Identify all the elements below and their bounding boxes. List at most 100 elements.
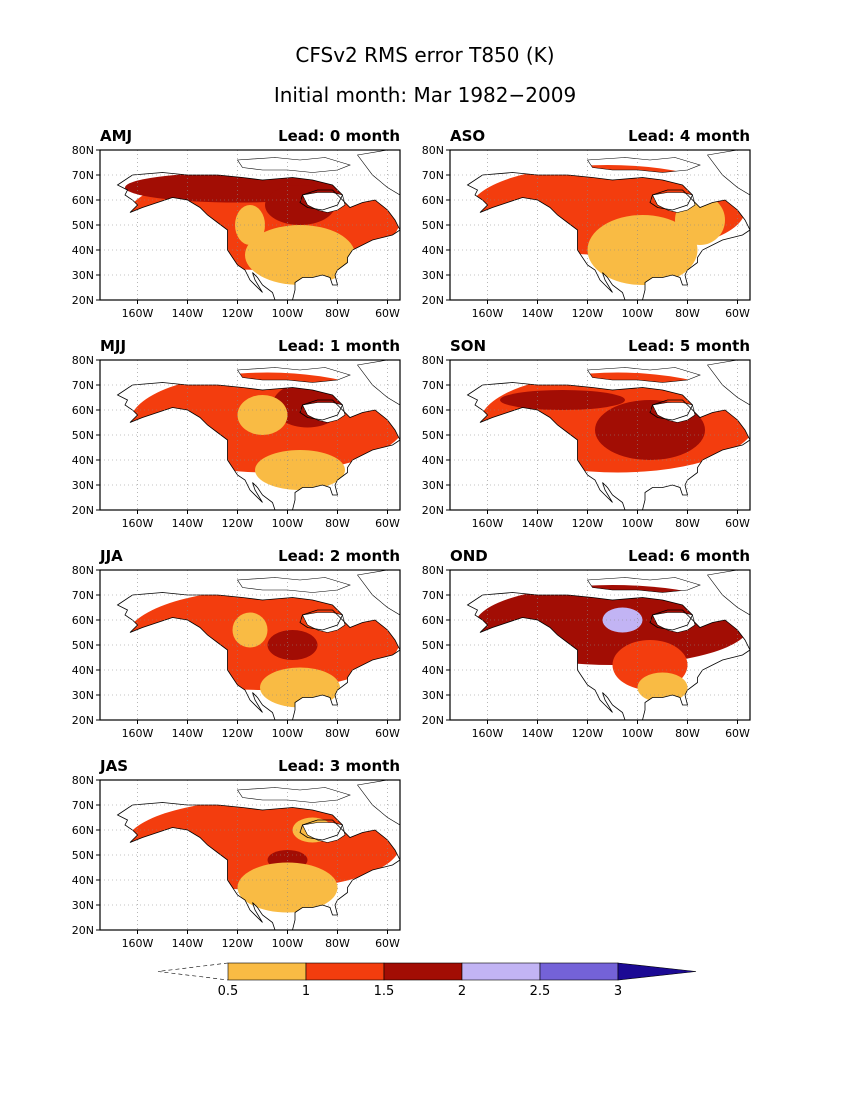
gridlines [100, 780, 400, 930]
coastline [116, 382, 400, 510]
panel-season-label: AMJ [100, 127, 132, 145]
y-tick-label: 50N [72, 219, 94, 232]
x-tick-label: 80W [675, 517, 700, 530]
hudson-bay [302, 612, 346, 633]
x-tick-label: 100W [622, 517, 654, 530]
colorbar-low-triangle [157, 962, 229, 981]
colorbar-segment [539, 962, 619, 981]
y-tick-label: 40N [422, 454, 444, 467]
y-tick-label: 50N [422, 639, 444, 652]
colorbar-level-label: 1.5 [374, 984, 395, 999]
x-tick-label: 160W [122, 307, 154, 320]
map-panel-jas: JAS Lead: 3 month 160W 140W 120W 100W 80W 60W 20… [72, 757, 401, 950]
x-tick-label: 100W [272, 517, 304, 530]
panel-season-label: JJA [99, 547, 123, 565]
y-tick-label: 70N [422, 169, 444, 182]
y-tick-label: 40N [72, 244, 94, 257]
map-panel-aso: ASO Lead: 4 month 160W 140W 120W 100W 80W 60W 20… [422, 127, 751, 320]
colorbar-segment [461, 962, 541, 981]
hudson-bay [652, 192, 696, 213]
colorbar-segment [227, 962, 307, 981]
gridlines [450, 150, 750, 300]
y-tick-label: 30N [422, 269, 444, 282]
colorbar-segment [305, 962, 385, 981]
x-tick-label: 80W [675, 307, 700, 320]
panel-season-label: SON [450, 337, 486, 355]
x-tick-label: 100W [272, 307, 304, 320]
x-tick-label: 140W [522, 307, 554, 320]
gridlines [100, 360, 400, 510]
colorbar-level-label: 0.5 [218, 984, 239, 999]
x-tick-label: 60W [725, 307, 750, 320]
x-tick-label: 160W [472, 727, 504, 740]
x-tick-label: 140W [522, 517, 554, 530]
gridlines [450, 360, 750, 510]
y-tick-label: 60N [72, 404, 94, 417]
x-tick-label: 120W [572, 307, 604, 320]
x-tick-label: 100W [622, 307, 654, 320]
hudson-bay [302, 822, 346, 843]
y-tick-label: 20N [422, 714, 444, 727]
x-tick-label: 80W [325, 307, 350, 320]
chart-subtitle: Initial month: Mar 1982−2009 [274, 83, 576, 107]
y-tick-label: 40N [72, 664, 94, 677]
y-tick-label: 70N [422, 379, 444, 392]
y-tick-label: 30N [72, 479, 94, 492]
x-tick-label: 100W [272, 937, 304, 950]
y-tick-label: 80N [72, 564, 94, 577]
x-tick-label: 140W [172, 937, 204, 950]
x-tick-label: 80W [325, 727, 350, 740]
y-tick-label: 30N [422, 479, 444, 492]
y-tick-label: 60N [72, 614, 94, 627]
y-tick-label: 80N [422, 144, 444, 157]
x-tick-label: 120W [222, 937, 254, 950]
y-tick-label: 80N [72, 144, 94, 157]
hudson-bay [302, 402, 346, 423]
y-tick-label: 40N [72, 454, 94, 467]
shade-region-2 [500, 390, 625, 410]
y-tick-label: 30N [72, 269, 94, 282]
panel-lead-label: Lead: 6 month [628, 547, 750, 565]
chart-title: CFSv2 RMS error T850 (K) [295, 43, 554, 67]
x-tick-label: 160W [122, 727, 154, 740]
x-tick-label: 140W [172, 727, 204, 740]
coastline [116, 592, 400, 720]
y-tick-label: 60N [72, 824, 94, 837]
x-tick-label: 60W [375, 727, 400, 740]
y-tick-label: 50N [72, 429, 94, 442]
x-tick-label: 160W [122, 937, 154, 950]
y-tick-label: 20N [72, 714, 94, 727]
y-tick-label: 70N [72, 169, 94, 182]
gridlines [100, 150, 400, 300]
x-tick-label: 100W [272, 727, 304, 740]
shade-region-4 [235, 205, 265, 245]
y-tick-label: 50N [72, 849, 94, 862]
panel-lead-label: Lead: 3 month [278, 757, 400, 775]
x-tick-label: 160W [122, 517, 154, 530]
hudson-bay [652, 402, 696, 423]
y-tick-label: 80N [422, 354, 444, 367]
hudson-bay [302, 192, 346, 213]
gridlines [100, 570, 400, 720]
y-tick-label: 80N [422, 564, 444, 577]
x-tick-label: 60W [725, 517, 750, 530]
y-tick-label: 30N [72, 689, 94, 702]
y-tick-label: 70N [72, 799, 94, 812]
colorbar-level-label: 3 [614, 984, 622, 999]
colorbar-level-label: 1 [302, 984, 310, 999]
y-tick-label: 30N [72, 899, 94, 912]
y-tick-label: 20N [72, 294, 94, 307]
shade-region-3 [255, 450, 345, 490]
shade-region-3 [245, 225, 355, 285]
y-tick-label: 40N [72, 874, 94, 887]
y-tick-label: 20N [72, 504, 94, 517]
panel-lead-label: Lead: 0 month [278, 127, 400, 145]
x-tick-label: 120W [572, 517, 604, 530]
panel-lead-label: Lead: 4 month [628, 127, 750, 145]
x-tick-label: 140W [172, 307, 204, 320]
x-tick-label: 60W [375, 307, 400, 320]
colorbar-segment [383, 962, 463, 981]
map-panel-jja: JJA Lead: 2 month 160W 140W 120W 100W 80W 60W 20… [72, 547, 401, 740]
x-tick-label: 120W [222, 727, 254, 740]
y-tick-label: 40N [422, 244, 444, 257]
